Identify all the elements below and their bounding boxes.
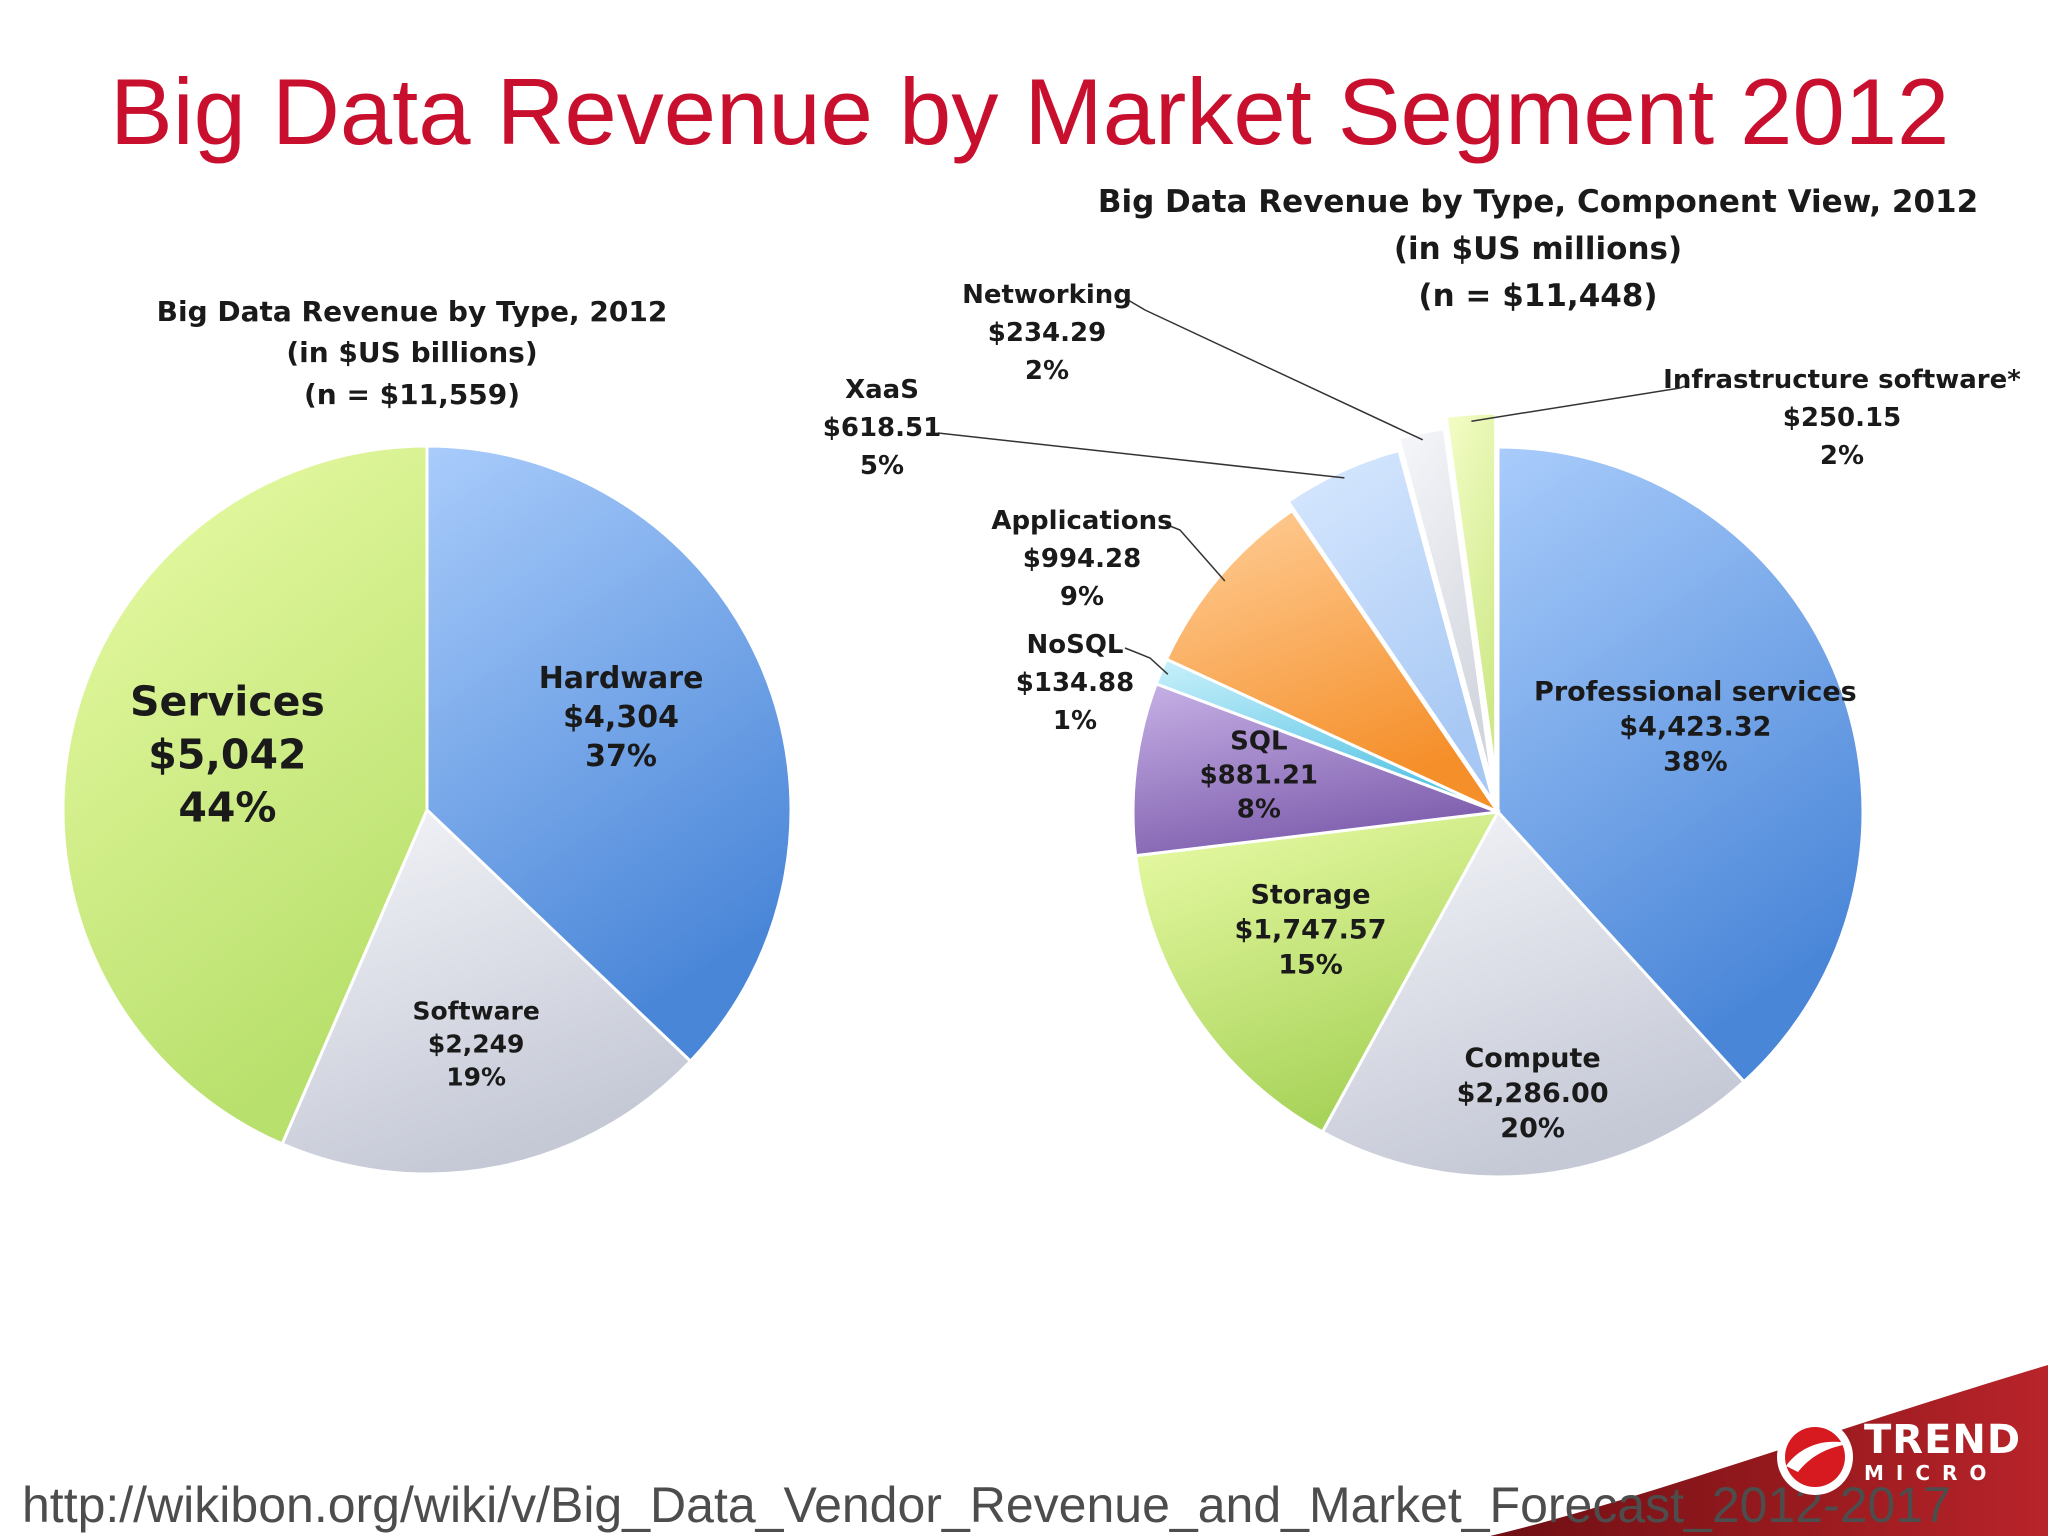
pie2-slice-xaas — [1285, 448, 1496, 804]
pie1-label-hardware: Hardware $4,304 37% — [539, 661, 704, 774]
pie2-slice-professional-services — [1496, 445, 1865, 1084]
pie2-label-applications: Applications $994.28 9% — [991, 506, 1172, 612]
pie2-label-networking: Networking $234.29 2% — [962, 280, 1132, 386]
pie1-slice-hardware — [425, 444, 793, 1064]
pie2-label-nosql: NoSQL $134.88 1% — [1016, 630, 1134, 736]
pie1-title-line-1: Big Data Revenue by Type, 2012 — [157, 295, 668, 328]
pie1-label-services: Services $5,042 44% — [130, 678, 325, 832]
slide-title: Big Data Revenue by Market Segment 2012 — [110, 59, 1950, 164]
pie2-slice-compute — [1320, 809, 1747, 1179]
pie-chart-by-type: Big Data Revenue by Type, 2012 (in $US b… — [61, 295, 793, 1176]
pie2-slice-networking — [1396, 427, 1496, 791]
pie2-title-line-3: (n = $11,448) — [1418, 278, 1657, 314]
pie2-label-storage: Storage $1,747.57 15% — [1234, 880, 1386, 981]
pie2-slice-storage — [1133, 810, 1501, 1135]
pie2-leader-xaas — [937, 432, 1345, 479]
brand-wordmark-line-1: TREND — [1864, 1417, 2022, 1463]
pie2-title-line-2: (in $US millions) — [1394, 231, 1682, 267]
pie2-title-line-1: Big Data Revenue by Type, Component View… — [1098, 184, 1978, 220]
pie2-leader-nosql — [1124, 647, 1169, 675]
brand-wordmark: TREND MICRO — [1864, 1420, 2021, 1486]
brand-wordmark-line-2: MICRO — [1864, 1461, 1999, 1485]
pie2-slice-sql — [1131, 681, 1499, 858]
pie2-slice-applications — [1164, 508, 1503, 816]
pie2-label-professional-services: Professional services $4,423.32 38% — [1534, 676, 1857, 777]
pie1-label-software: Software $2,249 19% — [413, 997, 540, 1092]
pie2-leader-networking — [1127, 299, 1424, 441]
pie2-label-infrastructure-software: Infrastructure software* $250.15 2% — [1663, 365, 2021, 471]
pie2-label-compute: Compute $2,286.00 20% — [1457, 1043, 1609, 1144]
pie2-leader-applications — [1164, 523, 1226, 582]
pie2-label-xaas: XaaS $618.51 5% — [823, 375, 941, 481]
source-url: http://wikibon.org/wiki/v/Big_Data_Vendo… — [22, 1477, 1951, 1533]
pie2-leader-infrastructure-software — [1471, 384, 1689, 422]
trend-micro-emblem-icon — [1777, 1419, 1853, 1495]
pie1-title-line-2: (in $US billions) — [286, 336, 537, 369]
pie1-slice-services — [61, 444, 429, 1146]
trend-micro-logo: TREND MICRO — [1772, 1404, 2032, 1504]
pie1-title-line-3: (n = $11,559) — [304, 378, 520, 411]
pie1-slice-software — [280, 807, 693, 1176]
pie-chart-component-view: Big Data Revenue by Type, Component View… — [823, 184, 2021, 1179]
pie2-slice-infrastructure-software — [1444, 411, 1498, 779]
pie2-label-sql: SQL $881.21 8% — [1200, 726, 1318, 824]
